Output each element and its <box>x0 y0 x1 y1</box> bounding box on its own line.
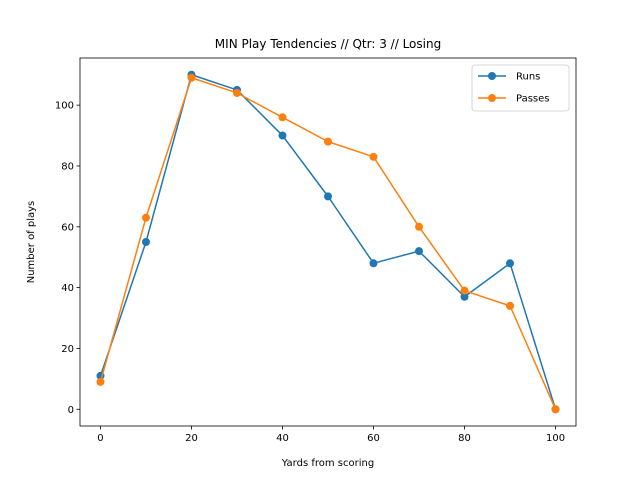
legend-marker-runs <box>488 72 496 80</box>
y-tick-label: 100 <box>55 101 74 112</box>
x-tick-label: 100 <box>546 433 565 444</box>
y-tick-label: 80 <box>61 161 74 172</box>
x-tick-label: 60 <box>367 433 380 444</box>
data-point-passes <box>369 152 378 161</box>
data-point-runs <box>506 259 515 268</box>
data-point-passes <box>278 113 287 122</box>
x-axis-label: Yards from scoring <box>281 458 374 469</box>
data-point-runs <box>415 247 424 256</box>
y-tick-label: 0 <box>68 405 74 416</box>
data-point-passes <box>141 213 150 222</box>
y-tick-label: 40 <box>61 283 74 294</box>
chart-title: MIN Play Tendencies // Qtr: 3 // Losing <box>215 37 441 51</box>
data-point-runs <box>369 259 378 268</box>
plot-area: 0 20 40 60 80 100 0 20 40 60 80 100 <box>55 57 577 444</box>
series-line-passes <box>99 77 557 410</box>
legend-marker-passes <box>488 94 496 102</box>
data-point-passes <box>551 405 560 414</box>
data-point-passes <box>460 286 469 295</box>
data-point-passes <box>324 137 332 146</box>
data-point-runs <box>141 238 150 246</box>
data-point-passes <box>187 73 196 82</box>
y-tick-label: 60 <box>61 222 74 233</box>
legend-entry-runs: Runs <box>516 72 540 83</box>
series-line-runs <box>99 73 557 410</box>
data-point-passes <box>96 377 105 386</box>
x-tick-label: 20 <box>185 433 198 444</box>
x-tick-label: 0 <box>97 433 103 444</box>
legend: Runs Passes <box>471 64 570 112</box>
y-axis-label: Number of plays <box>26 201 37 284</box>
data-point-passes <box>506 301 515 310</box>
data-point-runs <box>324 192 332 201</box>
data-point-runs <box>460 292 469 301</box>
y-tick-label: 20 <box>61 344 74 355</box>
x-tick-label: 80 <box>458 433 471 444</box>
data-point-runs <box>278 131 287 140</box>
axes-frame <box>79 57 577 427</box>
data-point-passes <box>232 88 241 97</box>
data-point-passes <box>415 222 424 231</box>
legend-entry-passes: Passes <box>516 94 550 105</box>
x-tick-label: 40 <box>276 433 289 444</box>
